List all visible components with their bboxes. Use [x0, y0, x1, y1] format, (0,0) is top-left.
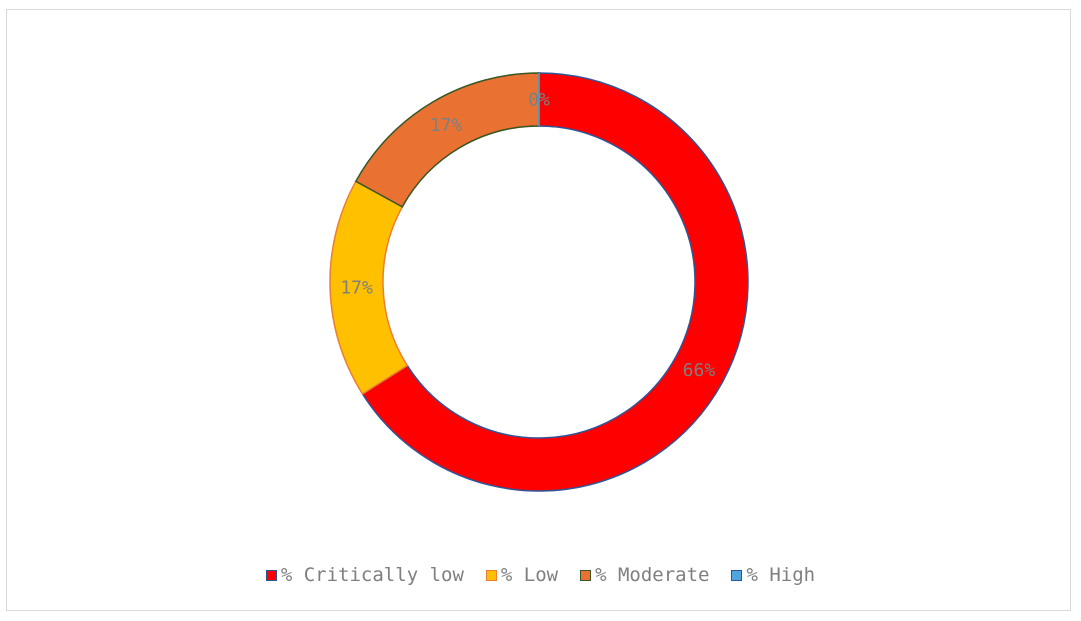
legend-item-high: % High — [731, 564, 815, 586]
legend-label-critically-low: % Critically low — [280, 564, 464, 586]
legend-swatch-high — [731, 569, 743, 581]
legend-item-critically-low: % Critically low — [265, 564, 464, 586]
legend-swatch-moderate — [580, 569, 592, 581]
legend-item-low: % Low — [485, 564, 559, 586]
data-label-high: 0% — [528, 90, 550, 111]
legend-label-low: % Low — [500, 564, 559, 586]
legend-swatch-critically-low — [265, 569, 277, 581]
legend-label-high: % High — [746, 564, 816, 586]
legend-swatch-low — [485, 569, 497, 581]
legend-item-moderate: % Moderate — [580, 564, 709, 586]
legend-label-moderate: % Moderate — [595, 564, 710, 586]
data-label-critically-low: 66% — [683, 360, 716, 381]
slice-critically-low — [361, 72, 749, 492]
slice-moderate — [354, 72, 540, 208]
data-label-moderate: 17% — [430, 115, 463, 136]
data-label-low: 17% — [340, 278, 373, 299]
legend: % Critically low % Low % Moderate % High — [0, 562, 1081, 588]
